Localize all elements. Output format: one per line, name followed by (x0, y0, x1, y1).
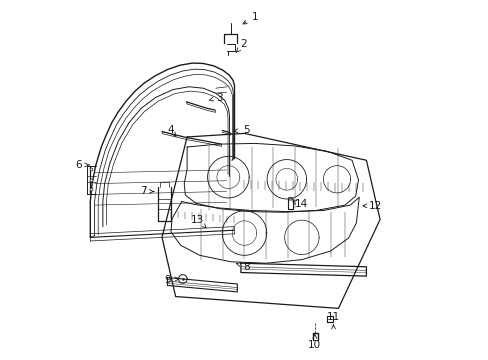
Text: 14: 14 (295, 199, 308, 210)
Text: 4: 4 (167, 125, 174, 135)
Text: 1: 1 (251, 12, 258, 22)
Text: 10: 10 (307, 340, 321, 350)
Text: 8: 8 (243, 262, 250, 272)
Text: 7: 7 (140, 186, 146, 197)
Text: 6: 6 (75, 160, 82, 170)
Text: 11: 11 (326, 312, 339, 322)
Text: 3: 3 (216, 93, 222, 103)
Text: 13: 13 (191, 215, 204, 225)
Text: 5: 5 (243, 125, 249, 135)
Text: 12: 12 (368, 201, 381, 211)
Text: 9: 9 (164, 275, 170, 285)
Text: 2: 2 (240, 40, 246, 49)
